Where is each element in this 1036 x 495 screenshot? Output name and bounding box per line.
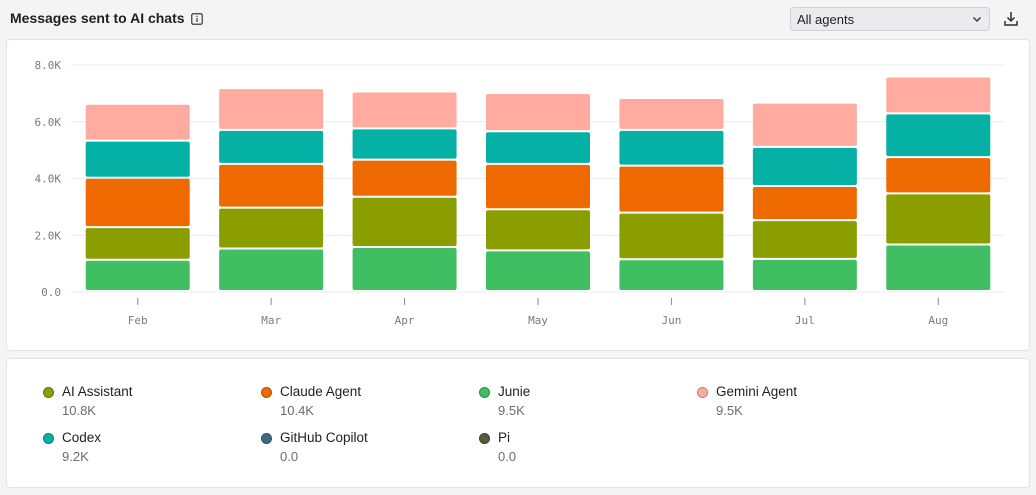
chart-title: Messages sent to AI chats bbox=[10, 10, 185, 26]
chevron-down-icon bbox=[972, 16, 982, 23]
legend-total: 0.0 bbox=[280, 449, 299, 464]
bar-segment bbox=[752, 221, 857, 258]
bar-segment bbox=[486, 251, 590, 290]
bar-segment bbox=[85, 228, 190, 259]
agent-filter-select[interactable]: All agents bbox=[790, 7, 990, 31]
bar-segment bbox=[486, 93, 590, 131]
chart-header: Messages sent to AI chats All agents bbox=[0, 0, 1036, 38]
bar-segment bbox=[619, 130, 724, 165]
bar-segment bbox=[219, 89, 324, 129]
bar-segment bbox=[352, 160, 457, 196]
bar-segment bbox=[85, 104, 190, 140]
bar-segment bbox=[486, 164, 590, 209]
legend-label: AI Assistant bbox=[62, 384, 133, 399]
bar-segment bbox=[352, 129, 457, 159]
legend-total: 9.2K bbox=[62, 449, 89, 464]
bar-segment bbox=[219, 130, 324, 163]
stacked-bar-chart: 0.0 2.0K 4.0K 6.0K 8.0K Feb Mar Apr May Jun Jul Aug bbox=[35, 59, 1005, 327]
legend-total: 10.8K bbox=[62, 403, 96, 418]
bar-segment bbox=[619, 213, 724, 259]
bar-segment bbox=[85, 141, 190, 177]
bar-segment bbox=[752, 259, 857, 290]
bar-segment bbox=[752, 187, 857, 220]
legend-swatch bbox=[479, 387, 490, 398]
bar-segment bbox=[886, 77, 991, 113]
bar-segment bbox=[886, 114, 991, 157]
agent-filter-value: All agents bbox=[797, 11, 855, 27]
x-tick-label: May bbox=[528, 314, 548, 327]
legend-total: 9.5K bbox=[498, 403, 525, 418]
bar-segment bbox=[752, 103, 857, 146]
x-tick-label: Mar bbox=[261, 314, 281, 327]
bar-segment bbox=[352, 197, 457, 247]
bar-segment bbox=[752, 147, 857, 186]
bar-segment bbox=[486, 132, 590, 163]
bar-segment bbox=[886, 194, 991, 244]
legend-total: 0.0 bbox=[498, 449, 517, 464]
y-tick-label: 0.0 bbox=[41, 286, 61, 299]
legend-total: 9.5K bbox=[716, 403, 743, 418]
x-tick-label: Aug bbox=[928, 314, 948, 327]
legend-swatch bbox=[43, 433, 54, 444]
x-tick-label: Feb bbox=[128, 314, 148, 327]
bar-segment bbox=[85, 260, 190, 290]
legend-swatch bbox=[261, 387, 272, 398]
legend-label: GitHub Copilot bbox=[280, 430, 368, 445]
x-tick-label: Jul bbox=[795, 314, 815, 327]
info-icon[interactable] bbox=[190, 12, 203, 25]
bar-segment bbox=[352, 248, 457, 290]
bar-segment bbox=[352, 92, 457, 128]
bar-segment bbox=[619, 99, 724, 129]
bar-segment bbox=[219, 208, 324, 248]
y-tick-label: 8.0K bbox=[35, 59, 62, 72]
legend-swatch bbox=[697, 387, 708, 398]
legend-label: Junie bbox=[498, 384, 531, 399]
bar-segment bbox=[486, 210, 590, 250]
bar-segment bbox=[219, 249, 324, 290]
bar-segment bbox=[85, 178, 190, 227]
bar-segment bbox=[886, 158, 991, 193]
legend-swatch bbox=[479, 433, 490, 444]
y-tick-label: 4.0K bbox=[35, 173, 62, 186]
legend-total: 10.4K bbox=[280, 403, 314, 418]
legend-label: Pi bbox=[498, 430, 511, 445]
legend-swatch bbox=[43, 387, 54, 398]
y-tick-label: 6.0K bbox=[35, 116, 62, 129]
chart-panel: 0.0 2.0K 4.0K 6.0K 8.0K Feb Mar Apr May Jun Jul Aug bbox=[6, 39, 1030, 351]
x-tick-label: Jun bbox=[661, 314, 681, 327]
legend-label: Claude Agent bbox=[280, 384, 362, 399]
bar-segment bbox=[886, 245, 991, 290]
title-group: Messages sent to AI chats bbox=[10, 10, 203, 26]
legend-panel: AI Assistant 10.8K Claude Agent 10.4K Ju… bbox=[6, 358, 1030, 488]
download-icon[interactable] bbox=[1001, 9, 1021, 29]
bar-segment bbox=[619, 260, 724, 290]
legend-label: Codex bbox=[62, 430, 102, 445]
x-tick-label: Apr bbox=[395, 314, 415, 327]
bar-segment bbox=[219, 164, 324, 207]
y-tick-label: 2.0K bbox=[35, 229, 62, 242]
legend-label: Gemini Agent bbox=[716, 384, 798, 399]
legend-swatch bbox=[261, 433, 272, 444]
bar-segment bbox=[619, 166, 724, 212]
